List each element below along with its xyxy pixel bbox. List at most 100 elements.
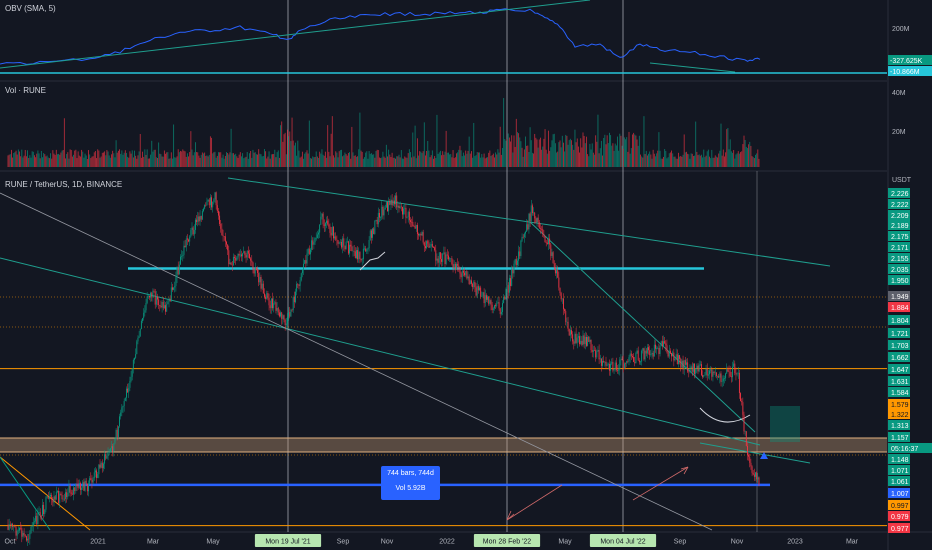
volume-bar [195,142,196,167]
volume-bar [189,152,191,167]
trendline [699,442,811,464]
volume-bar [491,155,493,167]
date-marker-box [254,534,322,547]
candle-body [738,372,740,394]
price-label-bg [888,315,910,325]
candle-body [224,236,226,242]
volume-bar [452,150,454,167]
volume-bar [416,138,418,167]
candle-body [90,478,92,481]
volume-bar [281,121,283,167]
volume-bar [567,144,569,167]
time-label: Sep [337,539,350,546]
price-label-bg [888,454,910,464]
volume-bar [600,140,602,167]
volume-bar [466,153,468,167]
volume-bar [136,158,138,167]
candle-body [592,350,594,352]
volume-bar [175,157,177,167]
volume-bar [603,137,605,167]
volume-bar [250,150,252,167]
candle-body [517,260,518,266]
candle-body [697,365,699,372]
volume-bar [705,155,707,167]
candle-body [19,527,20,531]
volume-bar [712,157,714,167]
candle-body [451,258,453,265]
volume-bar [214,151,216,167]
volume-bar [407,153,409,167]
volume-bar [219,152,221,167]
volume-bar [320,153,322,167]
volume-bar [621,145,623,167]
volume-bar [698,154,700,167]
measure-bars-label: 744 bars, 744d [387,470,434,477]
volume-bar [129,151,131,167]
price-label-bg [888,199,910,209]
volume-bar [449,154,451,167]
volume-bar [411,157,413,167]
candle-body [368,240,370,249]
candle-body [545,242,547,243]
volume-bar [283,134,285,167]
volume-bar [668,153,670,167]
volume-bar [229,152,231,167]
candle-body [604,361,606,363]
volume-bar [387,156,388,167]
volume-bar [331,116,333,167]
volume-bar [81,149,83,167]
candle-body [458,265,460,268]
volume-bar [239,152,241,167]
candle-body [360,258,362,261]
candle-body [726,369,728,374]
candle-body [564,309,566,311]
candle-body [704,374,706,376]
candle-body [52,499,54,503]
candle-body [207,199,209,202]
volume-bar [402,158,403,167]
volume-bar [398,154,400,167]
candle-body [468,276,470,285]
volume-bar [83,157,85,167]
volume-bar [544,129,546,167]
volume-bar [360,150,362,167]
volume-bar [157,158,158,167]
volume-bar [253,152,255,167]
candle-body [234,256,235,258]
candle-body [119,416,120,427]
volume-bar [276,152,278,167]
candle-body [191,227,193,231]
volume-bar [245,156,247,167]
candle-body [530,205,532,221]
price-label: 2.171 [891,245,909,252]
volume-bar [690,153,692,167]
volume-bar [326,157,327,167]
volume-bar [388,149,390,167]
candle-body [336,239,338,241]
volume-bar [500,154,502,167]
candle-body [457,264,459,266]
candle-body [241,254,242,257]
candle-body [113,443,115,452]
volume-bar [678,152,679,167]
volume-bar [420,151,422,167]
volume-bar [14,152,16,167]
candle-body [50,494,51,497]
candle-body [544,236,546,243]
volume-bar [23,155,25,167]
price-label: 2.155 [891,256,909,263]
volume-bar [94,151,96,167]
candle-body [606,364,608,366]
candle-body [188,239,189,242]
volume-bar [205,156,207,167]
candle-body [558,277,560,288]
candle-body [663,341,664,347]
measure-box[interactable]: 744 bars, 744d Vol 5.92B [381,466,440,500]
volume-bar [67,152,69,167]
candle-body [163,305,165,309]
time-label: Nov [381,539,394,546]
candle-body [260,276,262,289]
price-label-bg [888,443,932,453]
candle-body [145,302,147,311]
